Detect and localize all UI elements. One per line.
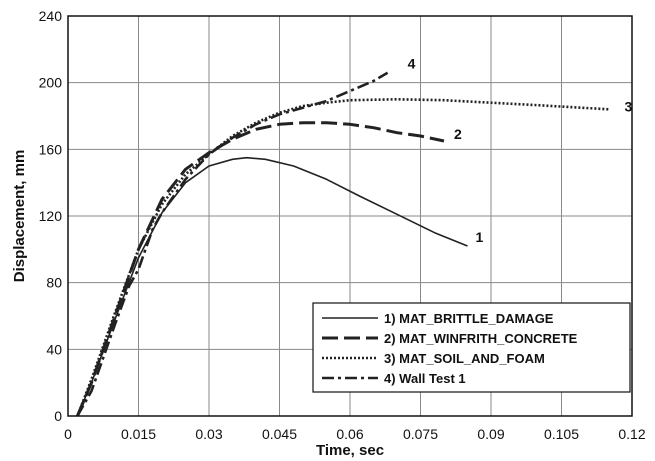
x-tick-label: 0 xyxy=(64,426,72,442)
series-end-label-2: 2 xyxy=(454,126,462,142)
series-line-1 xyxy=(76,156,468,417)
legend: 1) MAT_BRITTLE_DAMAGE 2) MAT_WINFRITH_CON… xyxy=(312,302,631,393)
x-tick-label: 0.03 xyxy=(195,426,222,442)
x-tick-label: 0.06 xyxy=(336,426,363,442)
x-tick-label: 0.015 xyxy=(121,426,156,442)
y-tick-label: 120 xyxy=(39,208,63,224)
y-tick-label: 0 xyxy=(54,408,62,424)
y-tick-label: 240 xyxy=(39,8,63,24)
x-tick-label: 0.075 xyxy=(403,426,438,442)
x-tick-label: 0.09 xyxy=(477,426,504,442)
x-tick-label: 0.105 xyxy=(544,426,579,442)
grid xyxy=(68,16,632,416)
series-line-4 xyxy=(76,71,389,417)
legend-label-2: 2) MAT_WINFRITH_CONCRETE xyxy=(384,331,578,346)
y-tick-label: 160 xyxy=(39,141,63,157)
y-tick-labels: 0 40 80 120 160 200 240 xyxy=(39,8,63,424)
series-end-labels: 1 2 3 4 xyxy=(408,56,633,245)
legend-label-1: 1) MAT_BRITTLE_DAMAGE xyxy=(384,311,554,326)
x-tick-label: 0.045 xyxy=(262,426,297,442)
x-tick-label: 0.12 xyxy=(618,426,645,442)
legend-label-3: 3) MAT_SOIL_AND_FOAM xyxy=(384,351,545,366)
series-layer xyxy=(76,71,609,417)
series-end-label-3: 3 xyxy=(625,98,633,114)
y-axis-title: Displacement, mm xyxy=(11,150,28,283)
y-tick-label: 80 xyxy=(46,275,62,291)
x-axis-title: Time, sec xyxy=(316,442,384,459)
plot-frame xyxy=(67,15,633,417)
y-tick-label: 40 xyxy=(46,341,62,357)
legend-label-4: 4) Wall Test 1 xyxy=(384,371,466,386)
series-end-label-4: 4 xyxy=(408,56,416,72)
series-end-label-1: 1 xyxy=(476,229,484,245)
series-line-3 xyxy=(76,98,609,417)
y-tick-label: 200 xyxy=(39,75,63,91)
x-tick-labels: 0 0.015 0.03 0.045 0.06 0.075 0.09 0.105 0.12 xyxy=(64,426,646,442)
